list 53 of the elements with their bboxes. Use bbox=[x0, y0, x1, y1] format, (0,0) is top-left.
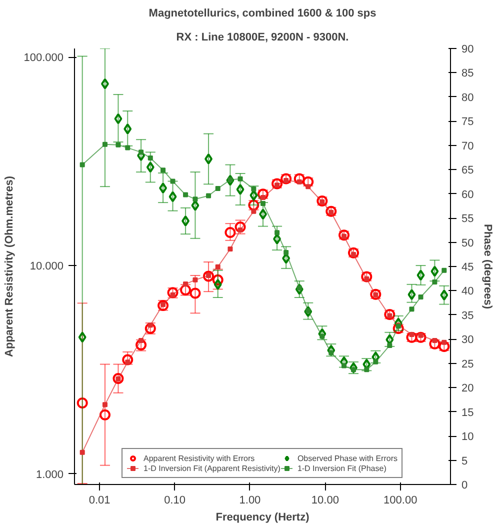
x-tick-label: 0.01 bbox=[88, 494, 110, 506]
y2-tick-label: 45 bbox=[462, 262, 474, 274]
legend-label: 1-D Inversion Fit (Phase) bbox=[297, 463, 386, 473]
y-tick-label: 1.000 bbox=[36, 468, 64, 481]
y-axis-title: Apparent Resistivity (Ohm.metres) bbox=[4, 176, 16, 357]
y2-tick-label: 85 bbox=[462, 68, 474, 80]
y-tick-label: 10.000 bbox=[30, 260, 64, 273]
legend-label: 1-D Inversion Fit (Apparent Resistivity) bbox=[144, 463, 280, 473]
chart-subtitle: RX : Line 10800E, 9200N - 9300N. bbox=[176, 32, 349, 44]
y2-tick-label: 60 bbox=[462, 188, 474, 201]
y2-tick-label: 55 bbox=[462, 213, 474, 226]
y2-axis-title: Phase (degrees) bbox=[482, 224, 494, 310]
point bbox=[99, 409, 110, 420]
y2-tick-label: 30 bbox=[462, 334, 474, 346]
point bbox=[215, 264, 220, 270]
point bbox=[228, 246, 233, 252]
point bbox=[190, 288, 201, 299]
y2-tick-label: 80 bbox=[462, 92, 474, 104]
point bbox=[238, 228, 243, 233]
chart-title: Magnetotellurics, combined 1600 & 100 sps bbox=[148, 8, 376, 20]
y2-tick-label: 15 bbox=[462, 406, 474, 419]
point bbox=[432, 338, 438, 343]
point bbox=[251, 208, 256, 214]
y2-tick-label: 70 bbox=[462, 140, 474, 152]
legend-label: Observed Phase with Errors bbox=[297, 453, 398, 463]
y2-tick-label: 10 bbox=[462, 431, 474, 444]
legend-label: Apparent Resistivity with Errors bbox=[144, 453, 255, 463]
point bbox=[442, 340, 447, 345]
x-tick-label: 100.00 bbox=[384, 494, 418, 506]
x-tick-label: 10.00 bbox=[311, 494, 339, 506]
y2-tick-label: 5 bbox=[462, 455, 468, 468]
y-tick-label: 100.000 bbox=[24, 52, 64, 64]
x-tick-label: 1.00 bbox=[239, 494, 261, 506]
y2-tick-label: 40 bbox=[462, 286, 474, 298]
x-axis-title: Frequency (Hertz) bbox=[216, 512, 310, 524]
point bbox=[148, 322, 153, 328]
y2-tick-label: 0 bbox=[462, 480, 468, 492]
point bbox=[409, 332, 414, 337]
y2-tick-label: 25 bbox=[462, 358, 474, 370]
y2-tick-label: 65 bbox=[462, 164, 474, 177]
point bbox=[306, 184, 311, 190]
point bbox=[260, 195, 266, 200]
point bbox=[296, 179, 302, 184]
y2-tick-label: 75 bbox=[462, 116, 474, 128]
y2-tick-label: 50 bbox=[462, 237, 474, 250]
x-tick-label: 0.10 bbox=[164, 494, 186, 506]
y2-tick-label: 90 bbox=[462, 44, 474, 56]
point bbox=[192, 277, 198, 282]
y2-tick-label: 20 bbox=[462, 382, 474, 395]
point bbox=[102, 402, 108, 408]
point bbox=[183, 282, 188, 287]
y2-tick-label: 35 bbox=[462, 310, 474, 322]
point bbox=[212, 274, 224, 286]
